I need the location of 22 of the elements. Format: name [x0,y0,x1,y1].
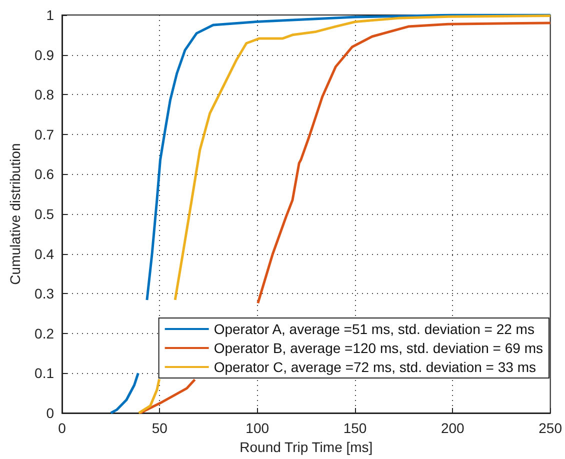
y-tick-label: 0.3 [34,286,54,302]
y-axis-title: Cumulative distribution [7,143,23,285]
x-tick-label: 100 [246,420,270,436]
y-tick-label: 0.9 [34,46,54,63]
y-tick-label: 0.1 [34,365,54,382]
y-tick-label: 0.7 [34,126,54,142]
x-tick-label: 50 [152,420,168,436]
x-tick-label: 250 [538,420,562,436]
y-tick-label: 0.6 [34,166,54,182]
x-axis-title: Round Trip Time [ms] [240,438,373,455]
y-tick-label: 0.2 [34,325,54,342]
legend-label: Operator C, average =72 ms, std. deviation = 33 ms [214,359,536,375]
y-tick-label: 0 [46,405,54,421]
y-tick-label: 0.5 [34,206,54,222]
legend-label: Operator A, average =51 ms, std. deviation = 22 ms [214,321,534,337]
y-tick-label: 1 [46,7,54,23]
x-tick-label: 200 [440,420,465,436]
legend-label: Operator B, average =120 ms, std. deviation = 69 ms [214,340,544,356]
x-tick-label: 150 [343,420,367,436]
x-tick-label: 0 [58,420,66,436]
y-tick-label: 0.8 [34,86,54,103]
y-tick-label: 0.4 [34,246,54,262]
